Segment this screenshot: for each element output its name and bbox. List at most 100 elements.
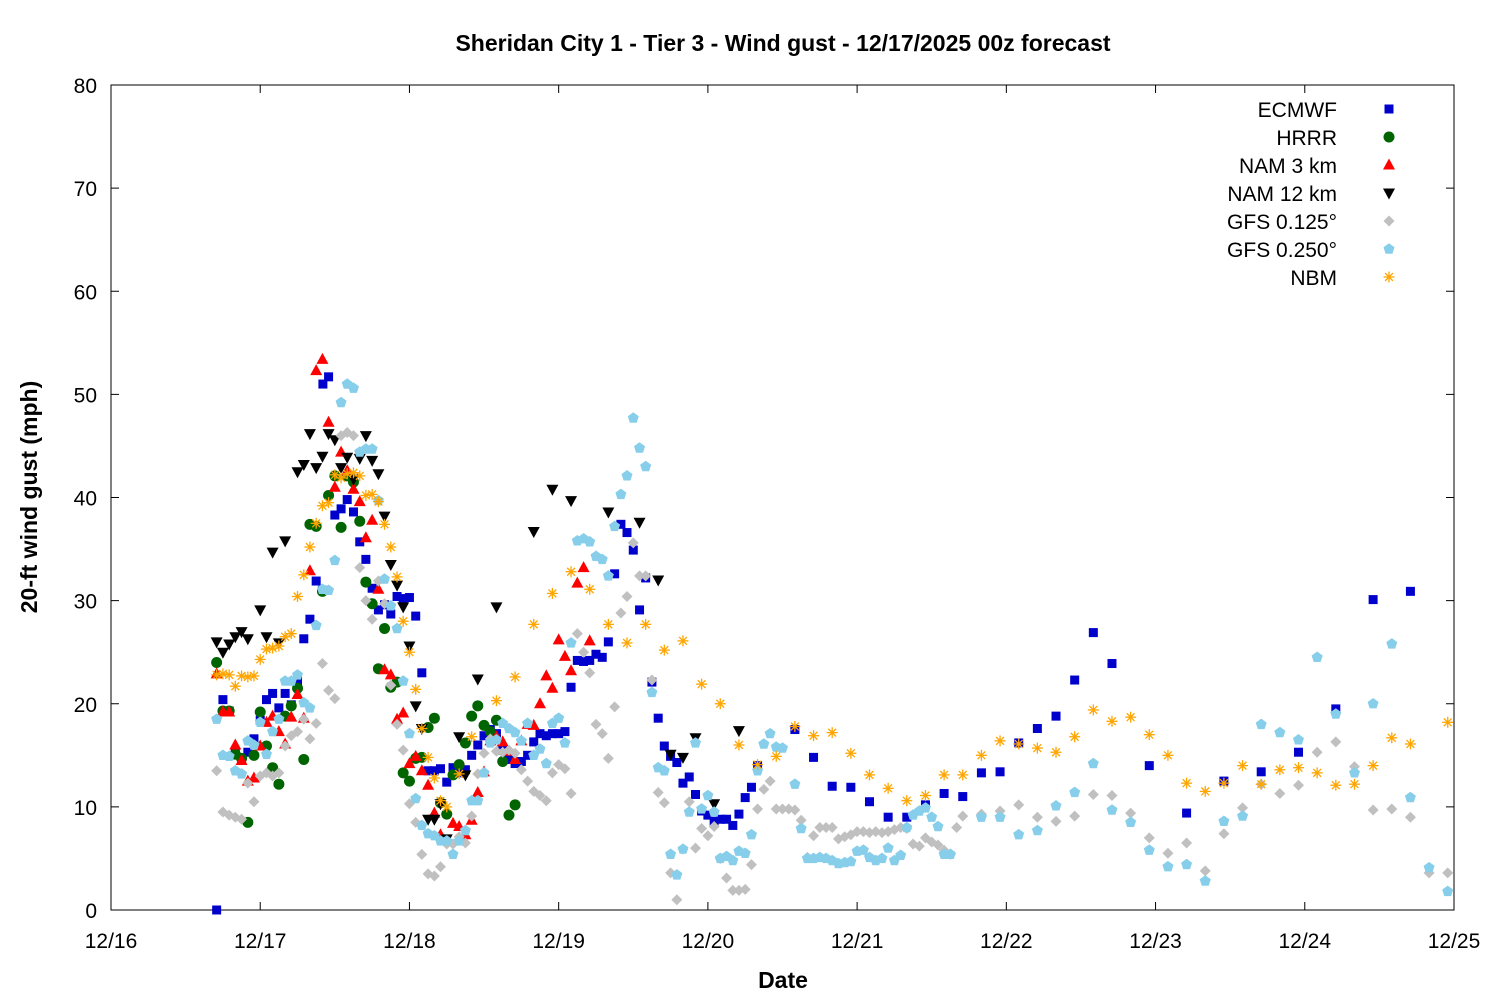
data-point	[403, 775, 415, 787]
data-point	[664, 749, 677, 761]
data-point	[293, 676, 303, 686]
x-tick-label: 12/16	[85, 930, 138, 953]
data-point	[391, 580, 404, 592]
data-point	[323, 684, 335, 696]
data-point	[640, 618, 652, 630]
data-point	[1106, 790, 1118, 802]
data-point	[428, 712, 440, 724]
data-point	[428, 814, 441, 826]
data-point	[372, 469, 385, 481]
data-point	[466, 731, 478, 743]
data-point	[218, 695, 228, 705]
data-point	[1087, 704, 1099, 716]
data-point	[236, 670, 248, 682]
data-point	[285, 628, 297, 640]
data-point	[585, 655, 595, 665]
data-point	[342, 495, 352, 505]
data-point	[540, 669, 553, 681]
data-point	[328, 435, 341, 447]
data-point	[584, 583, 596, 595]
data-point	[397, 706, 410, 718]
x-tick-label: 12/24	[1278, 930, 1331, 953]
data-point	[304, 541, 316, 553]
data-point	[559, 763, 571, 775]
data-point	[565, 566, 577, 578]
data-point	[484, 726, 496, 738]
data-point	[416, 723, 428, 734]
data-point	[385, 600, 397, 611]
data-point	[627, 537, 639, 549]
y-tick-label: 60	[74, 281, 97, 304]
data-point	[1237, 810, 1249, 821]
data-point	[434, 861, 446, 873]
data-point	[827, 781, 837, 791]
data-point	[254, 605, 267, 617]
data-point	[610, 569, 620, 579]
legend-label: NAM 12 km	[1227, 183, 1337, 206]
data-point	[603, 637, 613, 647]
data-point	[703, 810, 713, 820]
data-point	[808, 730, 820, 742]
data-point	[932, 839, 944, 851]
data-point	[422, 778, 435, 790]
data-point	[386, 609, 396, 619]
data-point	[479, 731, 489, 741]
data-point	[472, 794, 484, 806]
y-tick-label: 80	[74, 75, 97, 98]
data-point	[826, 727, 838, 739]
data-point	[397, 602, 410, 614]
data-point	[746, 782, 756, 792]
data-point	[367, 583, 377, 593]
data-point	[359, 431, 372, 443]
data-point	[820, 822, 832, 833]
data-point	[223, 705, 236, 717]
data-point	[1013, 799, 1025, 811]
x-tick-label: 12/17	[234, 930, 287, 953]
data-point	[658, 797, 670, 809]
data-point	[1088, 628, 1098, 638]
data-point	[901, 795, 913, 807]
data-point	[297, 460, 310, 471]
data-point	[789, 778, 801, 789]
data-point	[472, 700, 484, 712]
data-point	[1256, 767, 1266, 777]
data-point	[1069, 810, 1081, 822]
data-point	[677, 635, 689, 647]
data-point	[882, 782, 894, 794]
data-point	[876, 852, 888, 864]
data-point	[633, 517, 646, 529]
data-point	[353, 495, 366, 507]
data-point	[1051, 711, 1061, 721]
data-point	[261, 748, 272, 759]
data-point	[273, 640, 285, 652]
data-point	[1255, 718, 1267, 730]
data-point	[410, 683, 422, 695]
data-point	[546, 484, 559, 496]
legend-marker	[1383, 188, 1395, 200]
data-point	[322, 415, 335, 427]
data-point	[211, 713, 223, 724]
data-point	[1423, 861, 1435, 873]
data-point	[702, 789, 714, 801]
data-point	[453, 759, 465, 771]
x-tick-label: 12/19	[532, 930, 585, 953]
data-point	[329, 693, 341, 705]
data-point	[1087, 757, 1099, 769]
data-point	[366, 513, 379, 525]
data-point	[447, 848, 459, 859]
data-point	[1367, 760, 1379, 772]
data-point	[615, 607, 627, 619]
data-point	[1404, 811, 1416, 823]
data-point	[1293, 779, 1305, 791]
data-point	[403, 727, 415, 739]
data-point	[417, 668, 427, 678]
data-point	[441, 801, 453, 813]
data-point	[460, 765, 470, 775]
x-tick-label: 12/18	[383, 930, 436, 953]
data-point	[895, 849, 907, 860]
data-point	[1404, 738, 1416, 750]
data-point	[248, 670, 260, 682]
series-nbm	[211, 467, 1454, 813]
data-point	[1087, 789, 1099, 800]
data-point	[504, 754, 514, 764]
